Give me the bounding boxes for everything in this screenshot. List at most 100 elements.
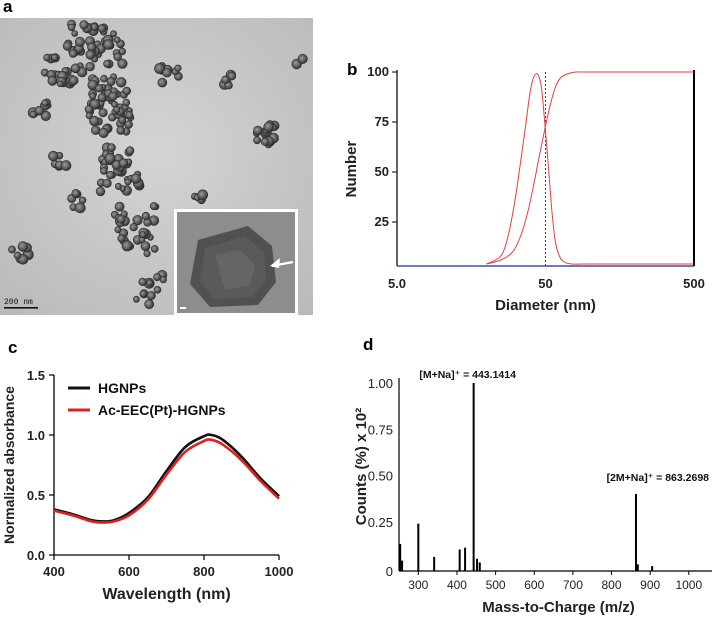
- y-axis-title: Normalized absorbance: [1, 386, 17, 544]
- nanoparticle: [41, 99, 49, 107]
- nanoparticle: [71, 189, 81, 198]
- legend-entry: Ac-EEC(Pt)-HGNPs: [98, 402, 226, 418]
- nanoparticle: [70, 63, 81, 74]
- nanoparticle: [85, 49, 96, 60]
- x-tick-label: 300: [408, 578, 428, 592]
- nanoparticle: [95, 84, 104, 93]
- nanoparticle: [162, 67, 172, 78]
- nanoparticle: [78, 196, 87, 205]
- x-tick-label: 400: [447, 578, 467, 592]
- y-tick-label: 1.0: [27, 428, 45, 443]
- nanoparticle: [227, 71, 236, 81]
- nanoparticle: [113, 52, 122, 61]
- nanoparticle: [114, 182, 122, 190]
- nanoparticle: [100, 74, 108, 83]
- nanoparticle: [113, 36, 121, 44]
- nanoparticle: [143, 250, 151, 258]
- nanoparticle: [100, 167, 108, 175]
- nanoparticle: [34, 105, 45, 116]
- nanoparticle: [154, 63, 165, 74]
- x-tick-label: 5.0: [388, 276, 406, 291]
- nanoparticle: [260, 137, 270, 146]
- nanoparticle: [60, 160, 72, 171]
- x-tick-label: 600: [118, 564, 140, 579]
- x-axis-title: Diameter (nm): [495, 297, 596, 314]
- arrow-icon: [270, 258, 294, 268]
- x-tick-label: 1000: [675, 578, 702, 592]
- nanoparticle: [108, 91, 118, 101]
- nanoparticle: [110, 30, 117, 38]
- series-line-distribution: [486, 73, 694, 265]
- nanoparticle: [153, 285, 162, 294]
- nanoparticle: [122, 86, 132, 96]
- nanoparticle: [122, 98, 131, 107]
- x-tick-label: 900: [640, 578, 660, 592]
- scale-bar: 200 nm: [4, 298, 38, 309]
- nanoparticle: [56, 80, 64, 88]
- legend-entry: HGNPs: [98, 380, 146, 396]
- nanoparticle: [253, 136, 261, 145]
- nanoparticle: [157, 77, 168, 88]
- nanoparticle: [149, 202, 158, 211]
- y-axis-title: Number: [343, 141, 360, 198]
- x-axis-title: Wavelength (nm): [102, 586, 230, 603]
- nanoparticle-clusters: [8, 19, 308, 310]
- nanoparticle: [253, 125, 263, 136]
- nanoparticle: [103, 39, 114, 50]
- x-tick-label: 700: [563, 578, 583, 592]
- nanoparticle: [79, 20, 89, 30]
- nanoparticle: [114, 226, 122, 234]
- nanoparticle: [47, 75, 58, 86]
- nanoparticle: [146, 291, 156, 301]
- nanoparticle: [114, 201, 125, 212]
- nanoparticle: [104, 152, 116, 164]
- x-tick-label: 400: [43, 564, 65, 579]
- x-tick-label: 500: [683, 276, 705, 291]
- nanoparticle: [115, 77, 127, 88]
- nanoparticle: [221, 75, 230, 85]
- nanoparticle: [174, 64, 182, 72]
- nanoparticle: [116, 214, 126, 224]
- nanoparticle: [129, 223, 138, 232]
- y-tick-label: 0.75: [368, 422, 393, 437]
- nanoparticle: [125, 146, 135, 155]
- x-tick-label: 500: [486, 578, 506, 592]
- nanoparticle: [153, 273, 162, 282]
- x-tick-label: 800: [602, 578, 622, 592]
- nanoparticle: [98, 108, 108, 118]
- peak-annotation: [2M+Na]⁺ = 863.2698: [607, 472, 710, 484]
- nanoparticle: [8, 245, 16, 254]
- nanoparticle: [197, 189, 208, 201]
- y-tick-label: 1.5: [27, 368, 45, 383]
- nanoparticle: [85, 112, 93, 120]
- nanoparticle: [67, 23, 76, 32]
- nanoparticle: [107, 143, 116, 152]
- y-tick-label: 75: [375, 114, 389, 129]
- nanoparticle: [117, 58, 128, 69]
- nanoparticle: [124, 178, 132, 186]
- y-tick-label: 100: [367, 64, 389, 79]
- nanoparticle: [132, 295, 140, 303]
- y-tick-label: 0.5: [27, 488, 45, 503]
- svg-text:200 nm: 200 nm: [4, 298, 33, 307]
- nanoparticle: [117, 234, 126, 243]
- nanoparticle: [118, 158, 129, 168]
- nanoparticle: [263, 121, 274, 133]
- panel-d-label: d: [363, 335, 374, 354]
- nanoparticle: [17, 241, 29, 252]
- y-tick-label: 1.00: [368, 376, 393, 391]
- nanoparticle: [97, 93, 107, 102]
- nanoparticle: [97, 24, 107, 33]
- legend: HGNPs Ac-EEC(Pt)-HGNPs: [68, 380, 226, 418]
- nanoparticle: [50, 53, 59, 62]
- nanoparticle: [130, 173, 142, 184]
- nanoparticle: [297, 53, 308, 64]
- series-line-2: [53, 438, 280, 524]
- nanoparticle: [85, 61, 95, 72]
- nanoparticle: [29, 110, 37, 119]
- nanoparticle: [139, 231, 147, 238]
- nanoparticle: [132, 215, 143, 226]
- y-tick-label: 50: [375, 164, 389, 179]
